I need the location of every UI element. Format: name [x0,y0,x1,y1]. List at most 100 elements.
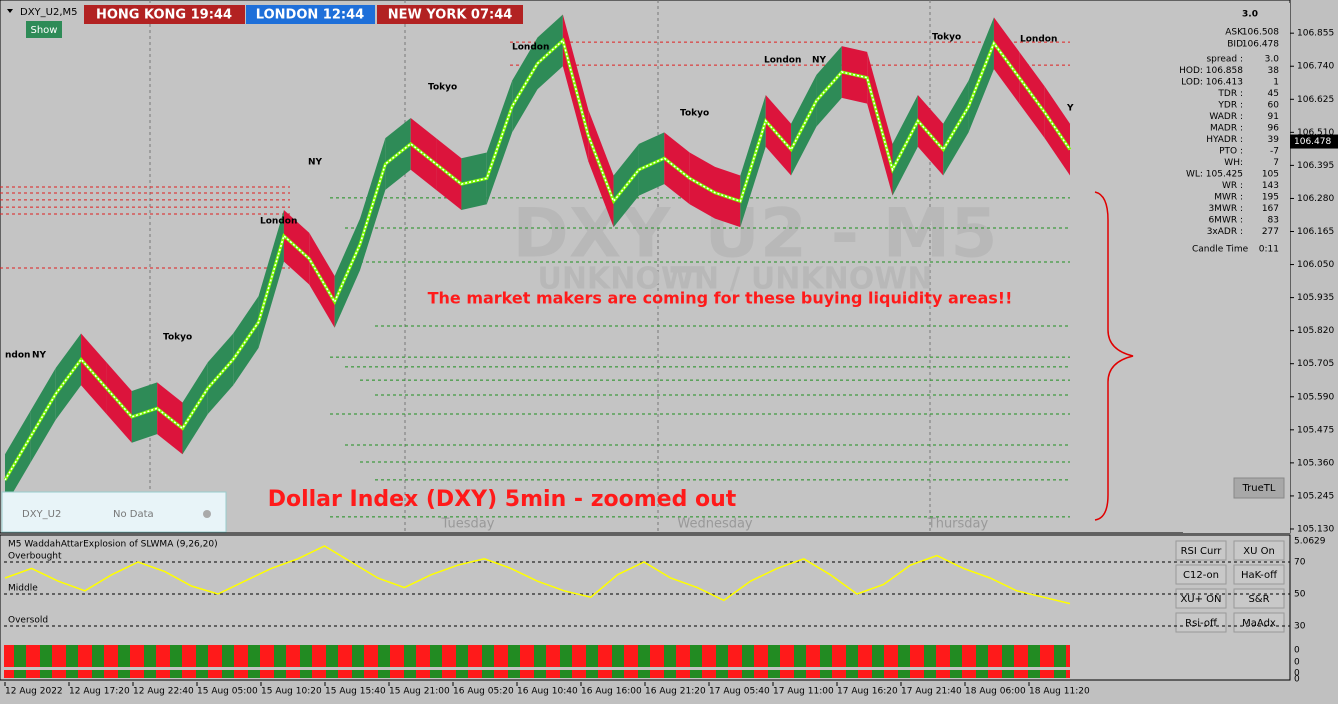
y-tick-label: 105.820 [1297,326,1334,336]
symbol: DXY_U2,M5 [20,7,78,18]
panel-value: 106.508 [1242,28,1279,38]
panel-value: 3.0 [1265,55,1280,65]
y-tick-label: 106.050 [1297,260,1334,270]
signal-strip [4,645,1070,667]
price-tag [1290,134,1338,149]
panel-value: 106.478 [1242,40,1279,50]
clock-bg [377,5,523,24]
panel-label: TDR : [1217,89,1243,99]
button-label: HaK-off [1241,570,1278,581]
panel-value: 167 [1262,204,1279,214]
indicator-button[interactable] [1233,540,1285,561]
indicator-button[interactable] [1175,540,1227,561]
panel-label: PTO : [1219,147,1243,157]
show-label: Show [31,25,58,36]
button-label: C12-on [1183,570,1219,581]
panel-value: 91 [1268,112,1279,122]
indicator-tick-label: 30 [1294,621,1306,631]
signal-strip [4,670,1070,678]
panel-value: 1 [1273,78,1279,88]
time-label: 18 Aug 06:00 [965,687,1026,697]
menu-arrow[interactable] [7,9,13,13]
session-label: London [1020,35,1057,45]
main-pane [0,0,1291,534]
levels [0,41,1070,518]
price-tag-label: 106.478 [1294,137,1331,147]
clock: HONG KONG 19:44 [96,8,232,23]
watermark: DXY_U2 - M5 [512,195,997,274]
indicator-tick-label: 70 [1294,557,1306,567]
clock-bg [84,5,245,24]
panel-value: 195 [1262,193,1279,203]
strip-label: 0 [1294,675,1300,685]
y-tick-label: 106.740 [1297,62,1334,72]
panel-value: 96 [1268,124,1280,134]
session-label: Tokyo [932,33,961,43]
y-tick-label: 105.590 [1297,392,1334,402]
panel-label: Candle Time [1192,245,1249,255]
level-label: Middle [8,584,38,594]
indicator-button[interactable] [1233,612,1285,633]
indicator-line [4,545,1071,605]
scale-top: 5.0629 [1294,537,1326,547]
panel-value: 83 [1268,216,1279,226]
time-label: 15 Aug 05:00 [197,687,258,697]
annotation-title: Dollar Index (DXY) 5min - zoomed out [268,487,737,512]
day-label: Wednesday [677,517,753,532]
indicator-button[interactable] [1175,612,1227,633]
panel-value: 0:11 [1259,245,1279,255]
panel-value: 60 [1268,101,1280,111]
price-center [4,39,1071,481]
session-label: Tokyo [163,333,192,343]
indicator-button[interactable] [1175,564,1227,585]
level-label: Overbought [8,552,62,562]
panel-label: 3xADR : [1207,227,1243,237]
panel-label: 3MWR : [1208,204,1243,214]
panel-label: WH: [1224,158,1243,168]
indicator-title: M5 WaddahAttarExplosion of SLWMA (9,26,2… [8,540,218,550]
y-tick-label: 105.935 [1297,293,1334,303]
panel-label: YDR : [1217,101,1243,111]
panel-value: 105 [1262,170,1279,180]
y-tick-label: 105.245 [1297,491,1334,501]
watermark-sub: UNKNOWN / UNKNOWN [538,262,933,297]
session-label: NY [32,351,47,361]
panel-label: BID [1227,40,1243,50]
button-label: XU+ ON [1180,594,1221,605]
panel-label: HYADR : [1206,135,1243,145]
info-panel-bg [1183,3,1290,533]
time-label: 12 Aug 22:40 [133,687,194,697]
time-label: 17 Aug 05:40 [709,687,770,697]
time-label: 16 Aug 16:00 [581,687,642,697]
panel-value: 143 [1262,181,1279,191]
band [3,14,1072,506]
time-label: 16 Aug 10:40 [517,687,578,697]
time-label: 17 Aug 21:40 [901,687,962,697]
session-label: Y [1066,104,1074,114]
truetl-button[interactable] [1233,477,1285,499]
day-label: Thursday [927,517,989,532]
session-label: London [512,43,549,53]
button-label: XU On [1243,546,1275,557]
panel-label: ASK [1225,28,1244,38]
indicator-button[interactable] [1233,564,1285,585]
time-label: 12 Aug 17:20 [69,687,130,697]
clock-bg [246,5,375,24]
session-label: NY [308,158,323,168]
time-label: 18 Aug 11:20 [1029,687,1090,697]
y-tick-label: 105.705 [1297,359,1334,369]
time-label: 15 Aug 10:20 [261,687,322,697]
strip-label: 0 [1294,658,1300,668]
y-tick-label: 106.855 [1297,29,1334,39]
session-label: Tokyo [680,109,709,119]
y-tick-label: 106.625 [1297,95,1334,105]
session-label: NY [812,56,827,66]
panel-value: 39 [1268,135,1280,145]
clock: NEW YORK 07:44 [388,8,513,23]
time-label: 15 Aug 21:00 [389,687,450,697]
mini-status: No Data [113,509,154,520]
show-button[interactable] [26,21,62,38]
panel-label: MWR : [1214,193,1243,203]
time-label: 15 Aug 15:40 [325,687,386,697]
